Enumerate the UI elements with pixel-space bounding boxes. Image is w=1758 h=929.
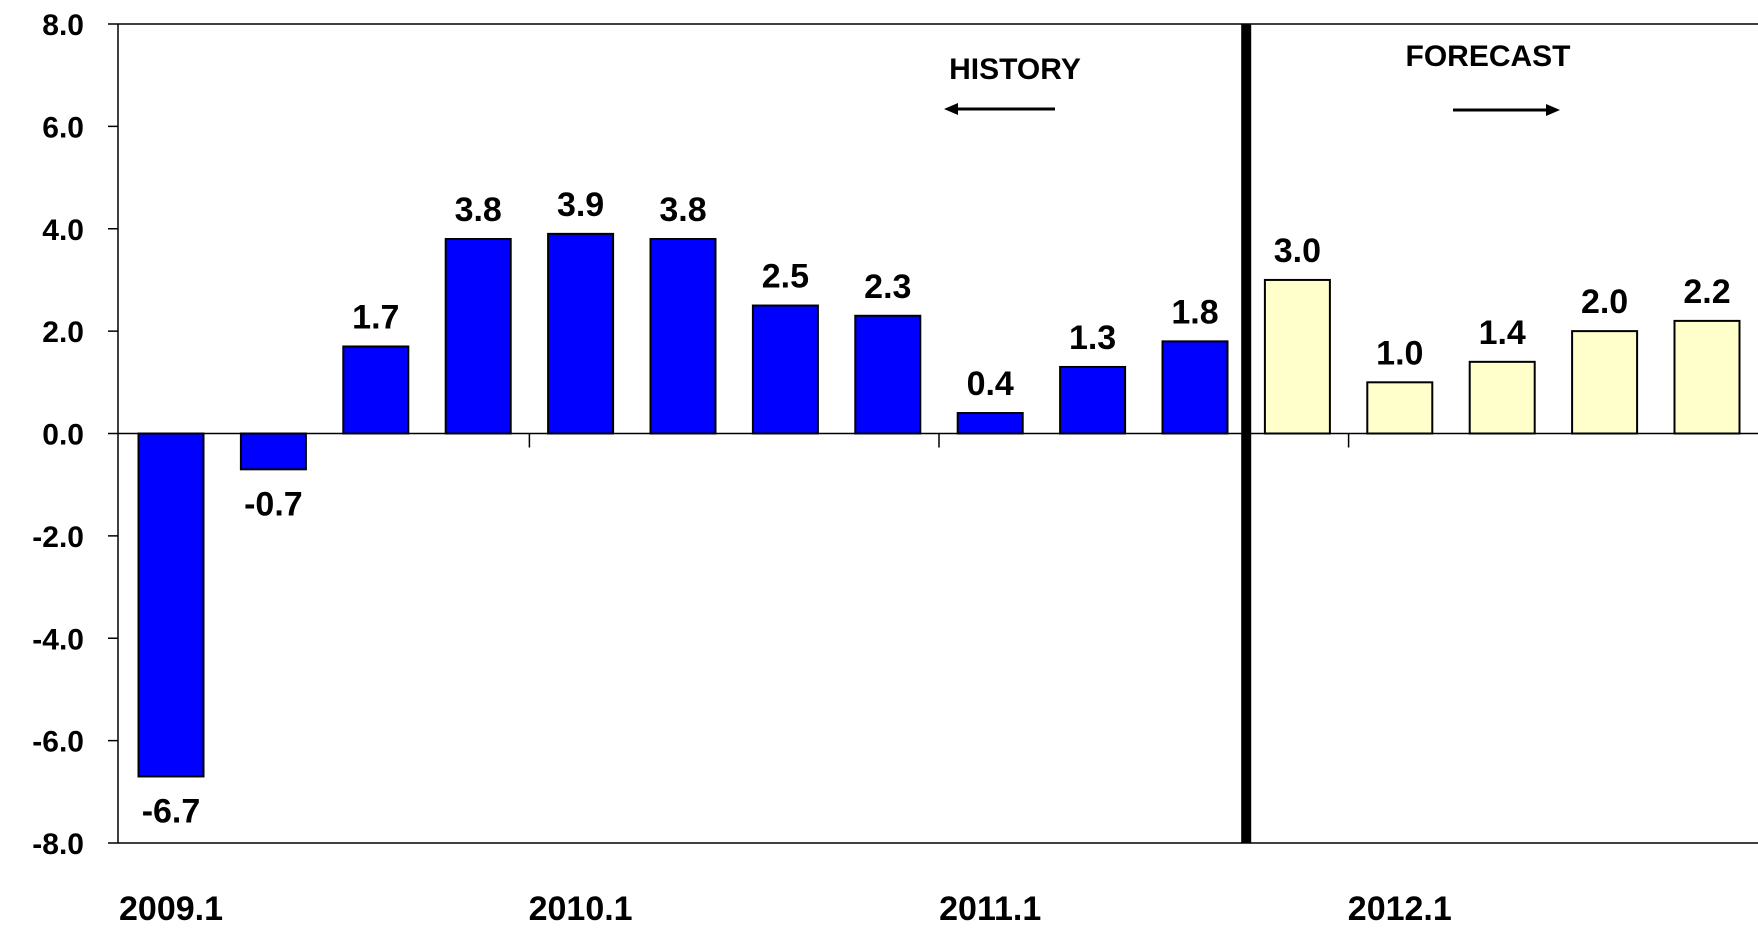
y-tick-label: 0.0 [42,419,84,452]
history-bar [547,232,615,435]
x-tick-label: 2011.1 [939,890,1041,928]
x-tick-label: 2010.1 [529,890,633,928]
y-tick-label: -8.0 [32,828,84,861]
data-label: 3.8 [659,191,706,229]
forecast-bar [1673,319,1741,435]
y-tick-label: 6.0 [42,111,84,144]
data-label: 1.4 [1479,314,1526,352]
chart-bars [137,232,1741,778]
forecast-bar [1468,360,1536,435]
forecast-bar [1571,330,1639,435]
history-bar [239,432,307,471]
data-label: -0.7 [244,485,303,523]
forecast-arrow-head [1546,104,1560,116]
data-label: 2.3 [864,268,911,306]
forecast-label: FORECAST [1406,40,1571,73]
data-label: 3.0 [1274,232,1321,270]
history-bar [649,237,717,435]
chart-data-labels: -6.7 -0.7 1.7 3.8 3.9 3.8 2.5 2.3 0.4 1.3 1.8 3.0 1.… [142,186,1731,831]
history-bar [342,345,410,435]
y-tick-label: -2.0 [32,521,84,554]
data-label: 1.8 [1171,293,1218,331]
history-bar [444,237,512,435]
data-label: 3.8 [455,191,502,229]
y-tick-label: 8.0 [42,9,84,42]
data-label: 2.2 [1683,273,1730,311]
data-label: 2.5 [762,258,809,296]
x-tick-label: 2009.1 [119,890,223,928]
chart-annotations: HISTORY FORECAST [944,40,1571,116]
y-tick-label: 4.0 [42,214,84,247]
history-label: HISTORY [949,53,1081,86]
data-label: 0.4 [967,365,1014,403]
y-tick-label: -6.0 [32,726,84,759]
history-bar [1161,340,1229,435]
history-bar [1059,365,1127,435]
data-label: -6.7 [142,792,201,830]
y-tick-label: 2.0 [42,316,84,349]
history-bar [854,314,922,435]
history-bar [956,412,1024,435]
data-label: 2.0 [1581,283,1628,321]
x-tick-label: 2012.1 [1348,890,1452,928]
history-bar [751,304,819,435]
forecast-bar [1366,381,1434,435]
history-bar [137,432,205,778]
chart-axes: 8.0 6.0 4.0 2.0 0.0 -2.0 -4.0 -6.0 -8.0 2009.1 201… [32,9,1758,928]
data-label: 3.9 [557,186,604,224]
data-label: 1.0 [1376,334,1423,372]
y-tick-label: -4.0 [32,623,84,656]
data-label: 1.7 [352,298,399,336]
data-label: 1.3 [1069,319,1116,357]
forecast-bar [1263,278,1331,435]
history-arrow-head [944,103,958,115]
